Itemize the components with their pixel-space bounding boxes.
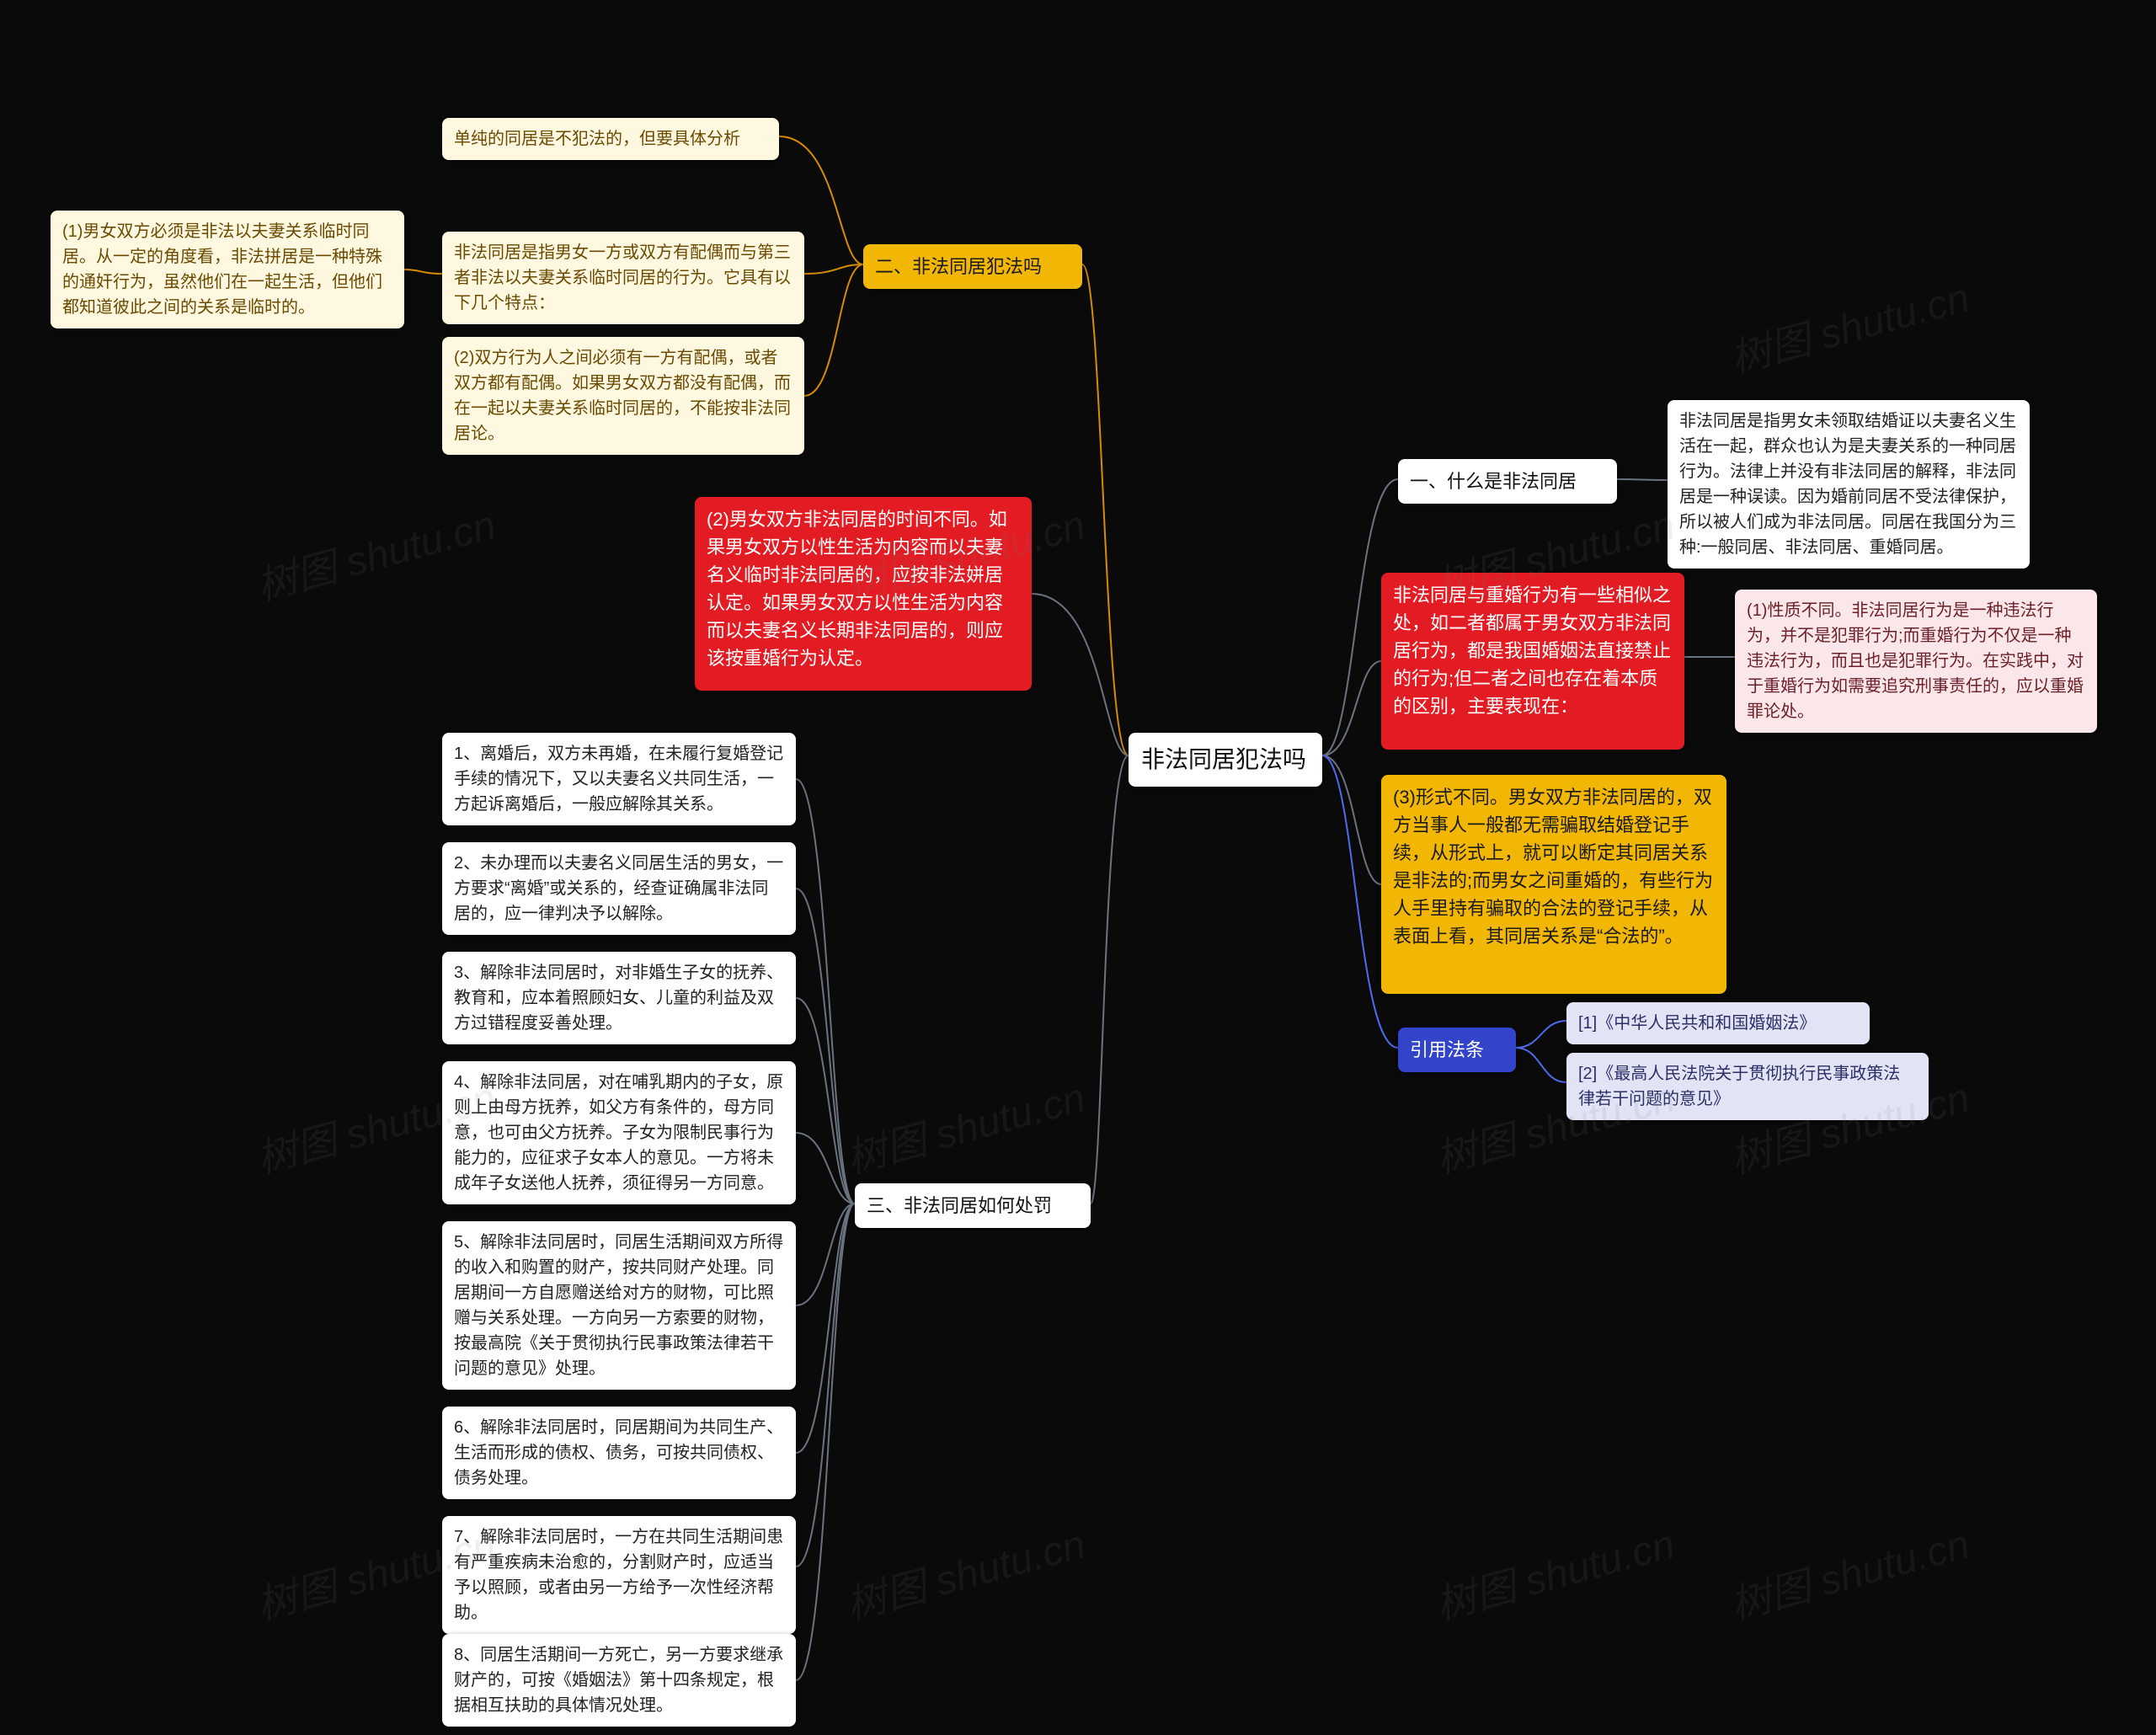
node-s3-4: 4、解除非法同居，对在哺乳期内的子女，原则上由母方抚养，如父方有条件的，母方同意…	[442, 1061, 796, 1204]
node-section-3[interactable]: 三、非法同居如何处罚	[855, 1183, 1091, 1228]
node-s3-7: 7、解除非法同居时，一方在共同生活期间患有严重疾病未治愈的，分割财产时，应适当予…	[442, 1516, 796, 1634]
watermark: 树图 shutu.cn	[1428, 1511, 1680, 1631]
node-s2a: 单纯的同居是不犯法的，但要具体分析	[442, 118, 779, 160]
node-diff-3: (3)形式不同。男女双方非法同居的，双方当事人一般都无需骗取结婚登记手续，从形式…	[1381, 775, 1726, 994]
node-s3-3: 3、解除非法同居时，对非婚生子女的抚养、教育和，应本着照顾妇女、儿童的利益及双方…	[442, 952, 796, 1044]
node-diff-2: (2)男女双方非法同居的时间不同。如果男女双方以性生活为内容而以夫妻名义临时非法…	[695, 497, 1032, 691]
watermark: 树图 shutu.cn	[1723, 1511, 1975, 1631]
node-s3-5: 5、解除非法同居时，同居生活期间双方所得的收入和购置的财产，按共同财产处理。同居…	[442, 1221, 796, 1390]
node-s3-8: 8、同居生活期间一方死亡，另一方要求继承财产的，可按《婚姻法》第十四条规定，根据…	[442, 1634, 796, 1727]
node-cite-1: [1]《中华人民共和和国婚姻法》	[1566, 1002, 1870, 1044]
node-diff-1: (1)性质不同。非法同居行为是一种违法行为，并不是犯罪行为;而重婚行为不仅是一种…	[1735, 590, 2097, 733]
node-cite[interactable]: 引用法条	[1398, 1028, 1516, 1072]
node-s3-2: 2、未办理而以夫妻名义同居生活的男女，一方要求“离婚”或关系的，经查证确属非法同…	[442, 842, 796, 935]
node-section-2[interactable]: 二、非法同居犯法吗	[863, 244, 1082, 289]
watermark: 树图 shutu.cn	[249, 492, 501, 612]
node-cite-2: [2]《最高人民法院关于贯彻执行民事政策法律若干问题的意见》	[1566, 1053, 1929, 1120]
node-s3-1: 1、离婚后，双方未再婚，在未履行复婚登记手续的情况下，又以夫妻名义共同生活，一方…	[442, 733, 796, 825]
node-diff-intro: 非法同居与重婚行为有一些相似之处，如二者都属于男女双方非法同居行为，都是我国婚姻…	[1381, 573, 1684, 750]
watermark: 树图 shutu.cn	[839, 1511, 1091, 1631]
watermark: 树图 shutu.cn	[839, 1065, 1091, 1185]
node-s2c: (2)双方行为人之间必须有一方有配偶，或者双方都有配偶。如果男女双方都没有配偶，…	[442, 337, 804, 455]
node-section-1[interactable]: 一、什么是非法同居	[1398, 459, 1617, 504]
node-s3-6: 6、解除非法同居时，同居期间为共同生产、生活而形成的债权、债务，可按共同债权、债…	[442, 1407, 796, 1499]
node-s2b: 非法同居是指男女一方或双方有配偶而与第三者非法以夫妻关系临时同居的行为。它具有以…	[442, 232, 804, 324]
watermark: 树图 shutu.cn	[1723, 264, 1975, 385]
node-section-1-detail: 非法同居是指男女未领取结婚证以夫妻名义生活在一起，群众也认为是夫妻关系的一种同居…	[1668, 400, 2030, 569]
node-root[interactable]: 非法同居犯法吗	[1129, 733, 1322, 787]
node-s2b1: (1)男女双方必须是非法以夫妻关系临时同居。从一定的角度看，非法拼居是一种特殊的…	[51, 211, 404, 328]
